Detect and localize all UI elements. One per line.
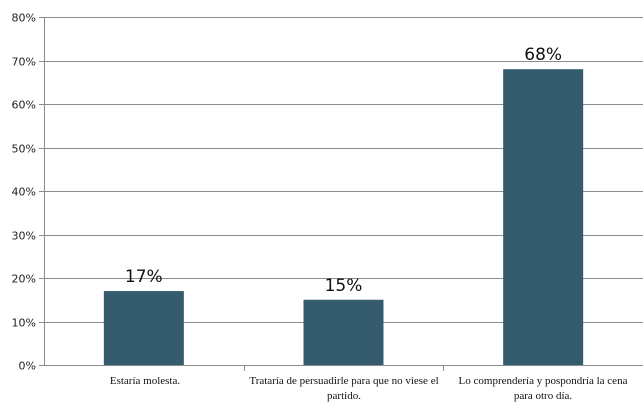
y-tick-label: 20% bbox=[12, 273, 36, 286]
y-tick-label: 0% bbox=[19, 360, 36, 373]
y-tick-label: 70% bbox=[12, 56, 36, 69]
y-tick-label: 60% bbox=[12, 99, 36, 112]
data-label-1: 17% bbox=[125, 267, 163, 287]
y-tick-label: 80% bbox=[12, 12, 36, 25]
gridlines bbox=[44, 17, 643, 323]
y-tick-label: 30% bbox=[12, 230, 36, 243]
x-tick-label-3: Lo comprendería y pospondría la cena par… bbox=[458, 375, 628, 402]
y-tick-label: 40% bbox=[12, 186, 36, 199]
y-axis-ticks: 0% 10% 20% 30% 40% 50% 60% 70% 80% bbox=[12, 12, 44, 373]
bar-3 bbox=[503, 69, 584, 365]
y-tick-label: 10% bbox=[12, 317, 36, 330]
data-label-3: 68% bbox=[524, 45, 562, 65]
y-tick-label: 50% bbox=[12, 143, 36, 156]
x-tick-label-1: Estaría molesta. bbox=[109, 375, 181, 387]
data-label-2: 15% bbox=[325, 276, 363, 296]
bar-1 bbox=[103, 291, 184, 365]
bars bbox=[103, 69, 584, 365]
x-axis-ticks bbox=[244, 365, 444, 371]
bar-2 bbox=[303, 299, 384, 365]
data-labels: 17% 15% 68% bbox=[125, 45, 562, 296]
x-tick-label-2: Trataría de persuadirle para que no vies… bbox=[249, 375, 439, 402]
